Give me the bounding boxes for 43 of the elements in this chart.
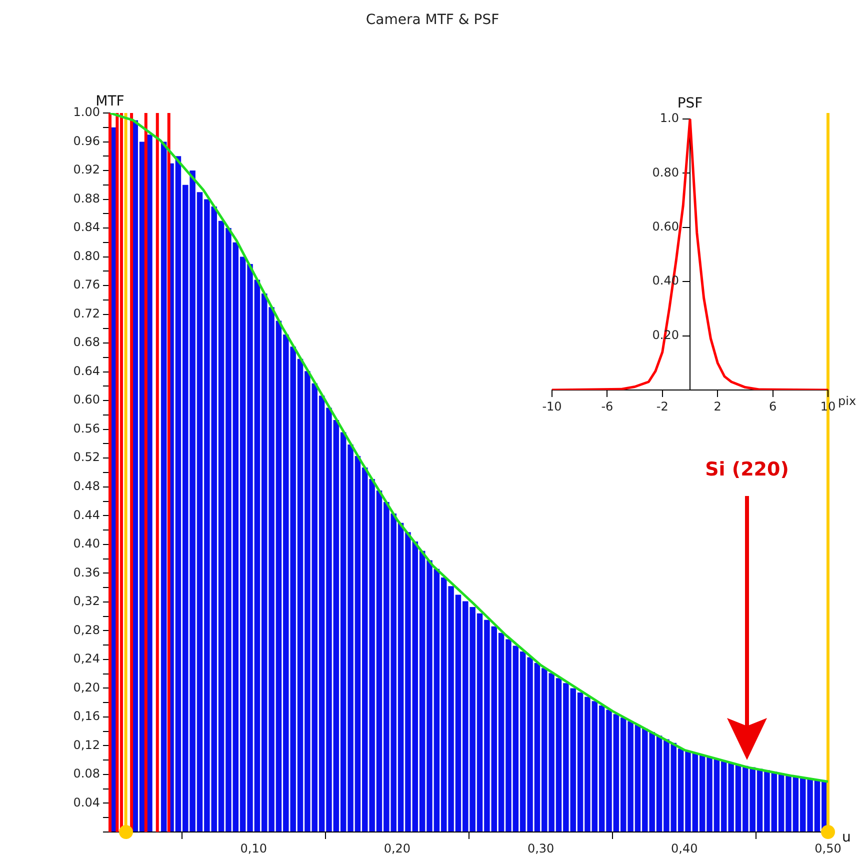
y-tick-label: 0,32	[73, 594, 100, 608]
y-tick-label: 0.80	[652, 165, 679, 180]
x-tick-label: 0,40	[671, 841, 698, 856]
y-tick-label: 0.04	[73, 795, 100, 810]
y-tick-label: 0,16	[73, 709, 100, 724]
x-tick-label: -2	[656, 399, 668, 414]
chart-title: Camera MTF & PSF	[364, 12, 500, 28]
y-tick-label: 0.84	[73, 220, 100, 234]
y-tick-label: 0.08	[73, 766, 100, 781]
y-tick-label: 0.40	[73, 536, 100, 551]
y-tick-label: 0.64	[73, 364, 100, 378]
x-tick-label: 0,30	[527, 841, 554, 856]
y-tick-label: 0,20	[73, 680, 100, 694]
y-tick-label: 0.92	[73, 162, 100, 177]
y-tick-label: 0.56	[73, 421, 100, 436]
y-tick-label: 0.80	[73, 248, 100, 263]
x-axis-title: u	[842, 830, 851, 846]
y-tick-label: 0.72	[73, 306, 100, 320]
y-tick-label: 0.68	[73, 335, 100, 350]
y-tick-label: 0.36	[73, 565, 100, 580]
y-tick-label: 0.60	[652, 220, 679, 234]
x-tick-label: -6	[601, 399, 614, 414]
y-tick-label: 0,24	[73, 652, 100, 666]
x-tick-label: -10	[542, 399, 562, 414]
x-tick-label: 0,10	[240, 841, 267, 856]
y-tick-label: 0.44	[73, 508, 100, 522]
y-tick-label: 0.88	[73, 191, 100, 206]
x-axis-title: pix	[838, 394, 856, 408]
x-tick-label: 6	[768, 399, 777, 414]
y-tick-label: 1.00	[73, 105, 100, 120]
chart-title: PSF	[677, 96, 703, 112]
y-tick-label: 0,12	[73, 738, 100, 752]
y-tick-label: 0.52	[73, 450, 100, 464]
y-tick-label: 0.60	[73, 392, 100, 407]
y-tick-label: 1.0	[660, 111, 679, 126]
y-tick-label: 0.76	[73, 278, 100, 292]
y-tick-label: 0.96	[73, 134, 100, 148]
x-tick-label: 2	[714, 399, 722, 414]
y-tick-label: 0.48	[73, 479, 100, 494]
annotation: Si (220)	[705, 458, 789, 480]
x-tick-label: 0,50	[814, 841, 842, 856]
x-tick-label: 0,20	[384, 841, 411, 856]
y-tick-label: 0,28	[73, 622, 100, 637]
